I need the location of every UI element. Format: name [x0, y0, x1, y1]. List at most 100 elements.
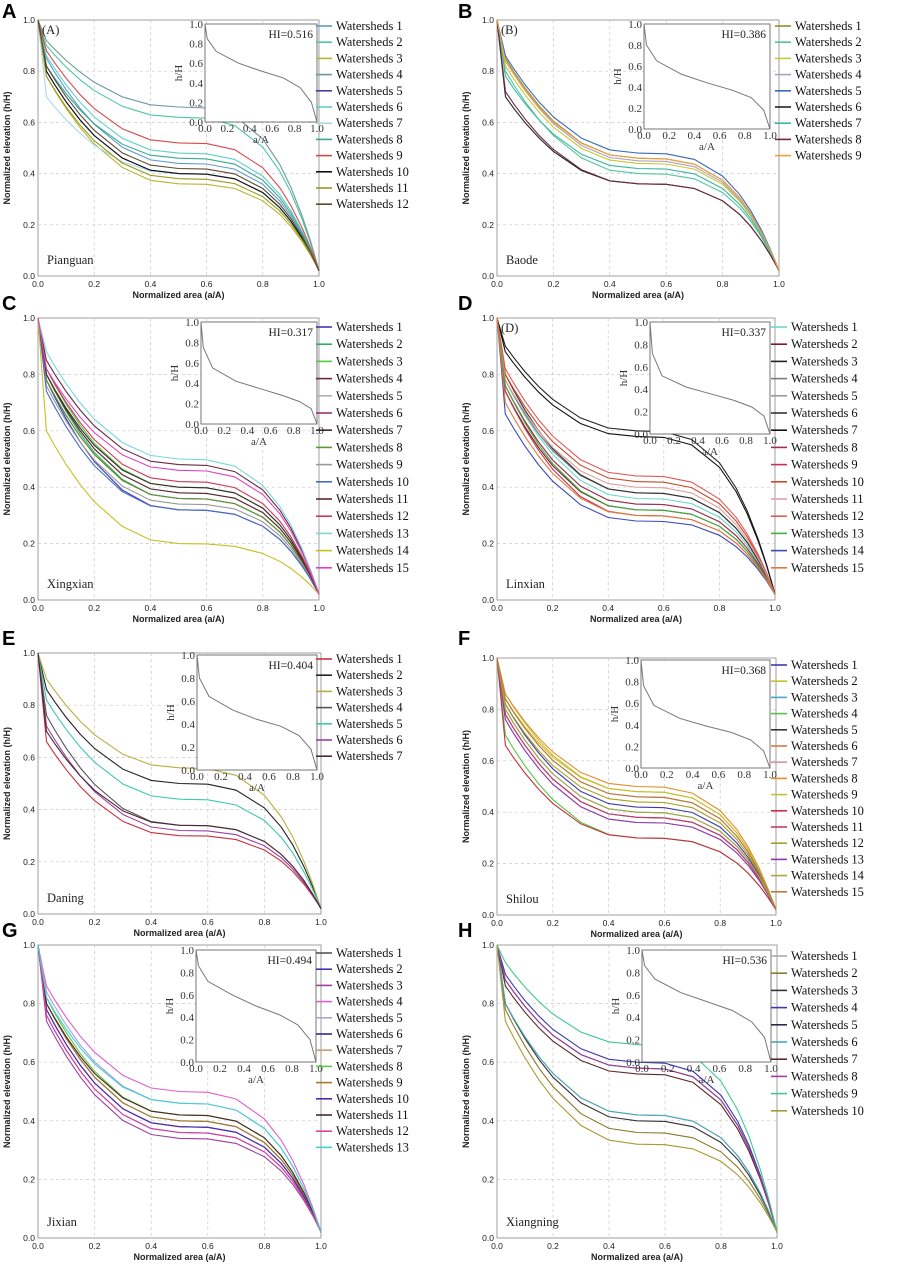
inset-y-tick: 1.0: [634, 317, 648, 329]
inset-x-tick: 0.8: [286, 771, 300, 783]
inset-y-tick: 1.0: [181, 650, 195, 662]
legend-entry: Watersheds 2: [791, 674, 858, 688]
legend-entry: Watersheds 10: [336, 165, 409, 179]
legend-entry: Watersheds 1: [791, 658, 858, 672]
x-tick-label: 0.6: [202, 917, 214, 927]
inset-y-label: h/H: [165, 704, 177, 721]
legend-entry: Watersheds 1: [336, 946, 403, 960]
panel-c: C 0.0 0.2 0.4 0.6 0.8 1.0 0.0 0.2 0.4 0.6 0.8 1.0 Nor…: [2, 293, 410, 624]
legend-entry: Watersheds 10: [791, 804, 864, 818]
inset-x-tick: 0.6: [713, 1063, 727, 1075]
inset-x-tick: 0.2: [660, 769, 674, 781]
legend-entry: Watersheds 6: [791, 739, 858, 753]
hi-value: HI=0.536: [723, 955, 768, 967]
inset-chart: HI=0.404 0.00.0 0.2 0.2 0.4 0.4 0.6 0.6 0.8 0.8 1.…: [165, 650, 324, 794]
series-line-10: [37, 944, 322, 1233]
legend-entry: Watersheds 3: [336, 51, 403, 65]
inset-x-tick: 0.0: [643, 435, 657, 447]
inset-x-tick: 0.8: [739, 435, 753, 447]
legend-entry: Watersheds 9: [336, 1076, 403, 1090]
legend-entry: Watersheds 14: [791, 869, 865, 883]
legend-entry: Watersheds 7: [791, 755, 858, 769]
y-tick-label: 0.2: [23, 1174, 35, 1184]
legend-entry: Watersheds 15: [336, 561, 409, 575]
legend-entry: Watersheds 6: [791, 406, 858, 420]
legend-entry: Watersheds 1: [791, 320, 858, 334]
x-tick-label: 0.8: [713, 603, 725, 613]
inset-y-tick: 0.4: [189, 78, 203, 90]
legend-entry: Watersheds 11: [791, 492, 863, 506]
series-line-12: [37, 317, 320, 595]
hi-value: HI=0.317: [269, 327, 314, 339]
inset-y-tick: 1.0: [625, 655, 639, 667]
inset-y-label: h/H: [169, 365, 181, 382]
legend-entry: Watersheds 7: [336, 116, 403, 130]
y-axis-title: Normalized elevation (h/H): [461, 402, 471, 515]
legend-entry: Watersheds 8: [791, 1069, 858, 1083]
inset-x-tick: 0.4: [691, 435, 705, 447]
inset-y-tick: 0.4: [626, 1012, 640, 1024]
legend-entry: Watersheds 7: [336, 423, 403, 437]
legend-entry: Watersheds 15: [791, 885, 864, 899]
series-line-10: [496, 944, 778, 1233]
inset-y-tick: 0.6: [180, 990, 194, 1002]
inset-curve: [649, 321, 771, 435]
inset-y-tick: 0.6: [185, 358, 199, 370]
series-line-10: [496, 657, 777, 911]
series-line-11: [37, 19, 320, 272]
inset-x-tick: 0.6: [262, 771, 276, 783]
legend-entry: Watersheds 4: [336, 701, 403, 715]
inset-x-label: a/A: [698, 780, 714, 792]
legend-entry: Watersheds 13: [791, 526, 864, 540]
y-tick-label: 0.4: [23, 1116, 35, 1126]
x-axis-title: Normalized area (a/A): [132, 290, 224, 300]
legend-entry: Watersheds 7: [336, 1043, 403, 1057]
inset-x-tick: 1.0: [763, 130, 777, 142]
series-line-6: [496, 317, 776, 595]
y-tick-label: 0.0: [23, 1233, 35, 1243]
legend-entry: Watersheds 5: [336, 1011, 403, 1025]
series-line-4: [37, 19, 320, 272]
inset-x-tick: 0.6: [261, 1063, 275, 1075]
panel-letter: H: [458, 920, 472, 942]
x-tick-label: 0.6: [201, 603, 213, 613]
series-line-13: [496, 657, 777, 911]
inset-frame: [643, 23, 771, 130]
legend-entry: Watersheds 10: [791, 475, 864, 489]
y-tick-label: 0.4: [482, 169, 494, 179]
series-line-1: [37, 19, 320, 272]
legend-entry: Watersheds 7: [791, 1052, 858, 1066]
panel-letter: C: [2, 293, 16, 315]
inset-x-tick: 0.2: [221, 123, 235, 135]
x-axis-title: Normalized area (a/A): [133, 1252, 225, 1262]
series-line-10: [37, 19, 320, 272]
panel-h: H 0.0 0.2 0.4 0.6 0.8 1.0 0.0 0.2 0.4 0.6 0.8 1.0 Nor…: [458, 920, 864, 1262]
x-tick-label: 0.4: [603, 1241, 615, 1251]
x-tick-label: 0.2: [88, 603, 100, 613]
legend-entry: Watersheds 3: [791, 354, 858, 368]
site-name: Pianguan: [47, 253, 94, 267]
series-line-12: [37, 944, 322, 1233]
legend-entry: Watersheds 8: [336, 132, 403, 146]
inset-y-tick: 0.4: [625, 720, 639, 732]
y-tick-label: 1.0: [482, 15, 494, 25]
inset-x-tick: 1.0: [763, 435, 777, 447]
legend-entry: Watersheds 4: [791, 707, 858, 721]
inset-y-tick: 1.0: [180, 945, 194, 957]
y-tick-label: 0.6: [482, 1057, 494, 1067]
y-tick-label: 0.0: [23, 595, 35, 605]
inset-x-label: a/A: [248, 1074, 264, 1086]
x-axis-title: Normalized area (a/A): [592, 290, 684, 300]
y-tick-label: 0.8: [23, 369, 35, 379]
legend-entry: Watersheds 10: [336, 475, 409, 489]
inset-x-tick: 0.4: [686, 769, 700, 781]
inset-y-label: h/H: [164, 998, 176, 1015]
inset-x-tick: 0.6: [712, 769, 726, 781]
site-name: Xingxian: [47, 577, 94, 591]
x-axis-title: Normalized area (a/A): [590, 614, 682, 624]
legend-entry: Watersheds 9: [336, 149, 403, 163]
legend-entry: Watersheds 3: [336, 354, 403, 368]
legend-entry: Watersheds 2: [791, 966, 858, 980]
inset-y-tick: 0.4: [181, 719, 195, 731]
y-tick-label: 0.2: [482, 220, 494, 230]
